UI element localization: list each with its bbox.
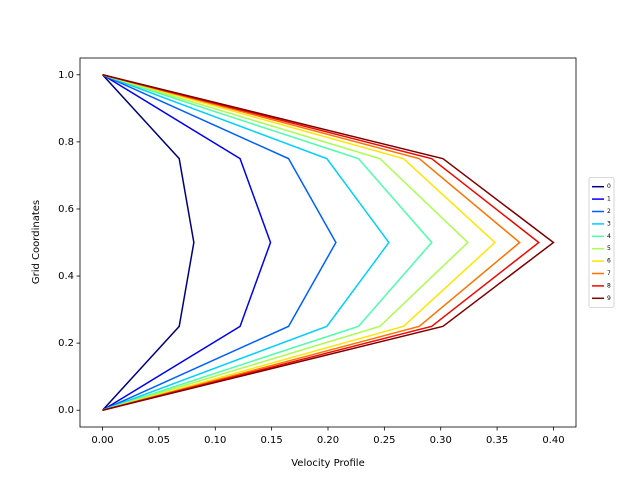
y-tick-label: 0.4 [58,271,74,282]
legend-label: 9 [607,295,611,302]
x-tick-label: 0.40 [542,435,564,446]
legend-label: 4 [607,233,611,240]
plot-frame [79,57,577,428]
x-tick-label: 0.05 [148,435,170,446]
legend-label: 7 [607,270,611,277]
series-line [102,74,541,411]
x-tick-label: 0.10 [204,435,226,446]
series-line [102,74,337,411]
series-line [101,74,195,411]
y-tick-label: 0.0 [58,405,74,416]
x-tick-label: 0.30 [430,435,452,446]
legend-label: 2 [607,208,611,215]
y-tick-label: 0.8 [58,137,74,148]
legend-label: 3 [607,220,611,227]
legend-label: 0 [607,183,611,190]
series-line [102,74,433,411]
x-tick-label: 0.00 [91,435,113,446]
x-axis-label: Velocity Profile [291,458,365,469]
series-line [102,74,469,411]
legend-box [588,177,615,308]
series-line [102,74,496,411]
legend-label: 8 [607,282,611,289]
x-tick-label: 0.25 [373,435,395,446]
series-line [102,74,555,411]
y-tick-label: 0.6 [58,204,74,215]
legend-label: 6 [607,258,611,265]
x-tick-label: 0.35 [486,435,508,446]
series-line [102,74,390,411]
legend-label: 1 [607,196,611,203]
series-line [102,74,521,411]
y-tick-label: 0.2 [58,338,74,349]
y-axis-label: Grid Coordinates [31,200,42,284]
x-tick-label: 0.15 [261,435,283,446]
x-tick-label: 0.20 [317,435,339,446]
series-line [102,74,272,411]
y-tick-label: 1.0 [58,70,74,81]
legend-label: 5 [607,245,611,252]
